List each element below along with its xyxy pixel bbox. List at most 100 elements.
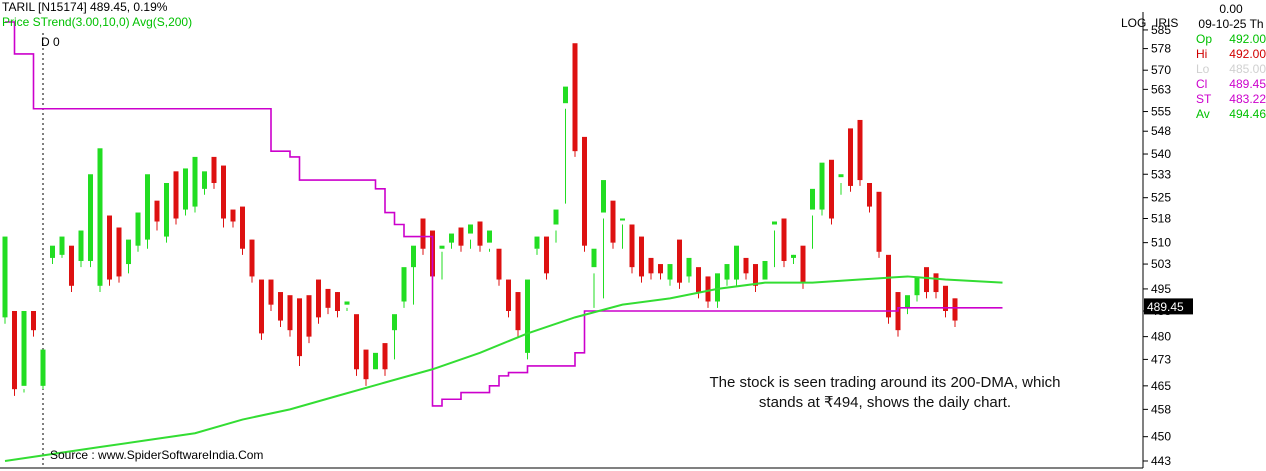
candle-body: [667, 264, 673, 280]
candle-body: [458, 227, 464, 246]
ohlc-rows: Op 492.00 Hi 492.00 Lo 485.00 Cl 489.45 ST 483.22…: [1196, 32, 1266, 122]
candle-body: [914, 276, 920, 296]
y-tick-label: 510: [1151, 236, 1171, 250]
y-tick-label: 548: [1151, 124, 1171, 138]
indicator-legend: Price STrend(3.00,10,0) Avg(S,200): [2, 15, 193, 29]
candle-body: [126, 239, 131, 265]
change-value: 0.00: [1219, 2, 1243, 16]
candle-body: [829, 159, 834, 219]
candle-body: [449, 233, 454, 243]
candle-body: [734, 245, 739, 280]
y-tick-label: 525: [1151, 191, 1171, 205]
candle-body: [800, 245, 806, 283]
candle-body: [791, 254, 796, 258]
y-axis: 585 578 570 563 555 548 540 533 525 518 510 503 495 4…: [1143, 23, 1193, 468]
candle-body: [952, 298, 958, 321]
y-tick-label: 495: [1151, 282, 1171, 296]
candle-body: [857, 119, 863, 181]
info-row-hi: Hi 492.00: [1196, 47, 1266, 62]
candle-body: [107, 215, 112, 280]
candle-body: [401, 267, 407, 302]
candle-body: [677, 239, 682, 283]
candle-body: [192, 156, 198, 207]
info-row-cl: Cl 489.45: [1196, 77, 1266, 92]
candle-body: [477, 221, 483, 246]
y-tick-label: 443: [1151, 454, 1171, 468]
candle-body: [886, 254, 891, 318]
candle-body: [724, 264, 730, 280]
candle-body: [781, 218, 787, 261]
info-value: 492.00: [1229, 47, 1266, 61]
candle-body: [88, 174, 93, 261]
log-scale-label[interactable]: LOG: [1121, 16, 1147, 30]
candle-body: [658, 264, 663, 274]
info-label: Hi: [1196, 47, 1208, 61]
candle-body: [97, 148, 103, 286]
candle-body: [411, 245, 416, 268]
candle-body: [297, 298, 302, 357]
candle-body: [59, 236, 65, 255]
candle-body: [591, 248, 597, 268]
info-row-op: Op 492.00: [1196, 32, 1266, 47]
iris-label[interactable]: IRIS: [1155, 16, 1179, 30]
candle-body: [544, 236, 549, 274]
candle-body: [838, 174, 844, 178]
y-tick-label: 540: [1151, 147, 1171, 161]
candle-body: [867, 183, 872, 207]
candle-body: [696, 267, 701, 293]
y-tick-label: 585: [1151, 23, 1171, 37]
info-value: 483.22: [1229, 92, 1266, 106]
candle-body: [221, 165, 226, 219]
candle-body: [686, 257, 692, 277]
ticker-line: TARIL [N15174] 489.45, 0.19%: [2, 0, 168, 14]
candle-body: [506, 279, 511, 311]
candle-body: [648, 257, 654, 274]
y-tick-label: 563: [1151, 82, 1171, 96]
info-row-av: Av 494.46: [1196, 107, 1266, 122]
info-label: ST: [1196, 92, 1212, 106]
candle-body: [582, 136, 587, 246]
info-value: 494.46: [1229, 107, 1266, 121]
candle-body: [943, 285, 948, 311]
candle-body: [819, 162, 825, 210]
candle-body: [325, 288, 331, 308]
y-tick-label: 458: [1151, 402, 1171, 416]
candle-body: [439, 245, 445, 249]
info-label: Av: [1196, 107, 1210, 121]
y-tick-label: 480: [1151, 330, 1171, 344]
candle-body: [705, 276, 711, 302]
supertrend-line: [5, 21, 1003, 407]
y-tick-label: 465: [1151, 379, 1171, 393]
candle-body: [553, 209, 559, 225]
candle-body: [924, 267, 929, 293]
candle-body: [563, 86, 568, 104]
candle-body: [772, 221, 777, 225]
info-label: Lo: [1196, 62, 1210, 76]
source-text: Source : www.SpiderSoftwareIndia.Com: [50, 448, 264, 462]
candle-body: [335, 292, 340, 311]
candle-body: [259, 279, 264, 334]
candle-body: [145, 174, 150, 240]
y-tick-label: 473: [1151, 352, 1171, 366]
candle-body: [12, 310, 17, 390]
candle-body: [496, 248, 502, 280]
info-value: 492.00: [1229, 32, 1266, 46]
candle-body: [116, 227, 122, 277]
info-value: 489.45: [1229, 77, 1266, 91]
y-tick-label: 570: [1151, 63, 1171, 77]
candle-body: [230, 209, 236, 222]
candle-body: [287, 295, 293, 331]
candle-body: [373, 352, 378, 370]
candle-body: [620, 218, 625, 221]
candle-body: [601, 180, 606, 213]
info-panel: 0.00 09-10-25 Th Op 492.00 Hi 492.00 Lo 485.0…: [1196, 2, 1266, 122]
candle-body: [154, 200, 160, 222]
candle-body: [639, 236, 644, 277]
candle-body: [135, 212, 141, 246]
info-value: 485.00: [1229, 62, 1266, 76]
info-row-lo: Lo 485.00: [1196, 62, 1266, 77]
candle-body: [876, 191, 882, 252]
date-value: 09-10-25 Th: [1198, 17, 1264, 31]
candle-body: [164, 183, 169, 237]
